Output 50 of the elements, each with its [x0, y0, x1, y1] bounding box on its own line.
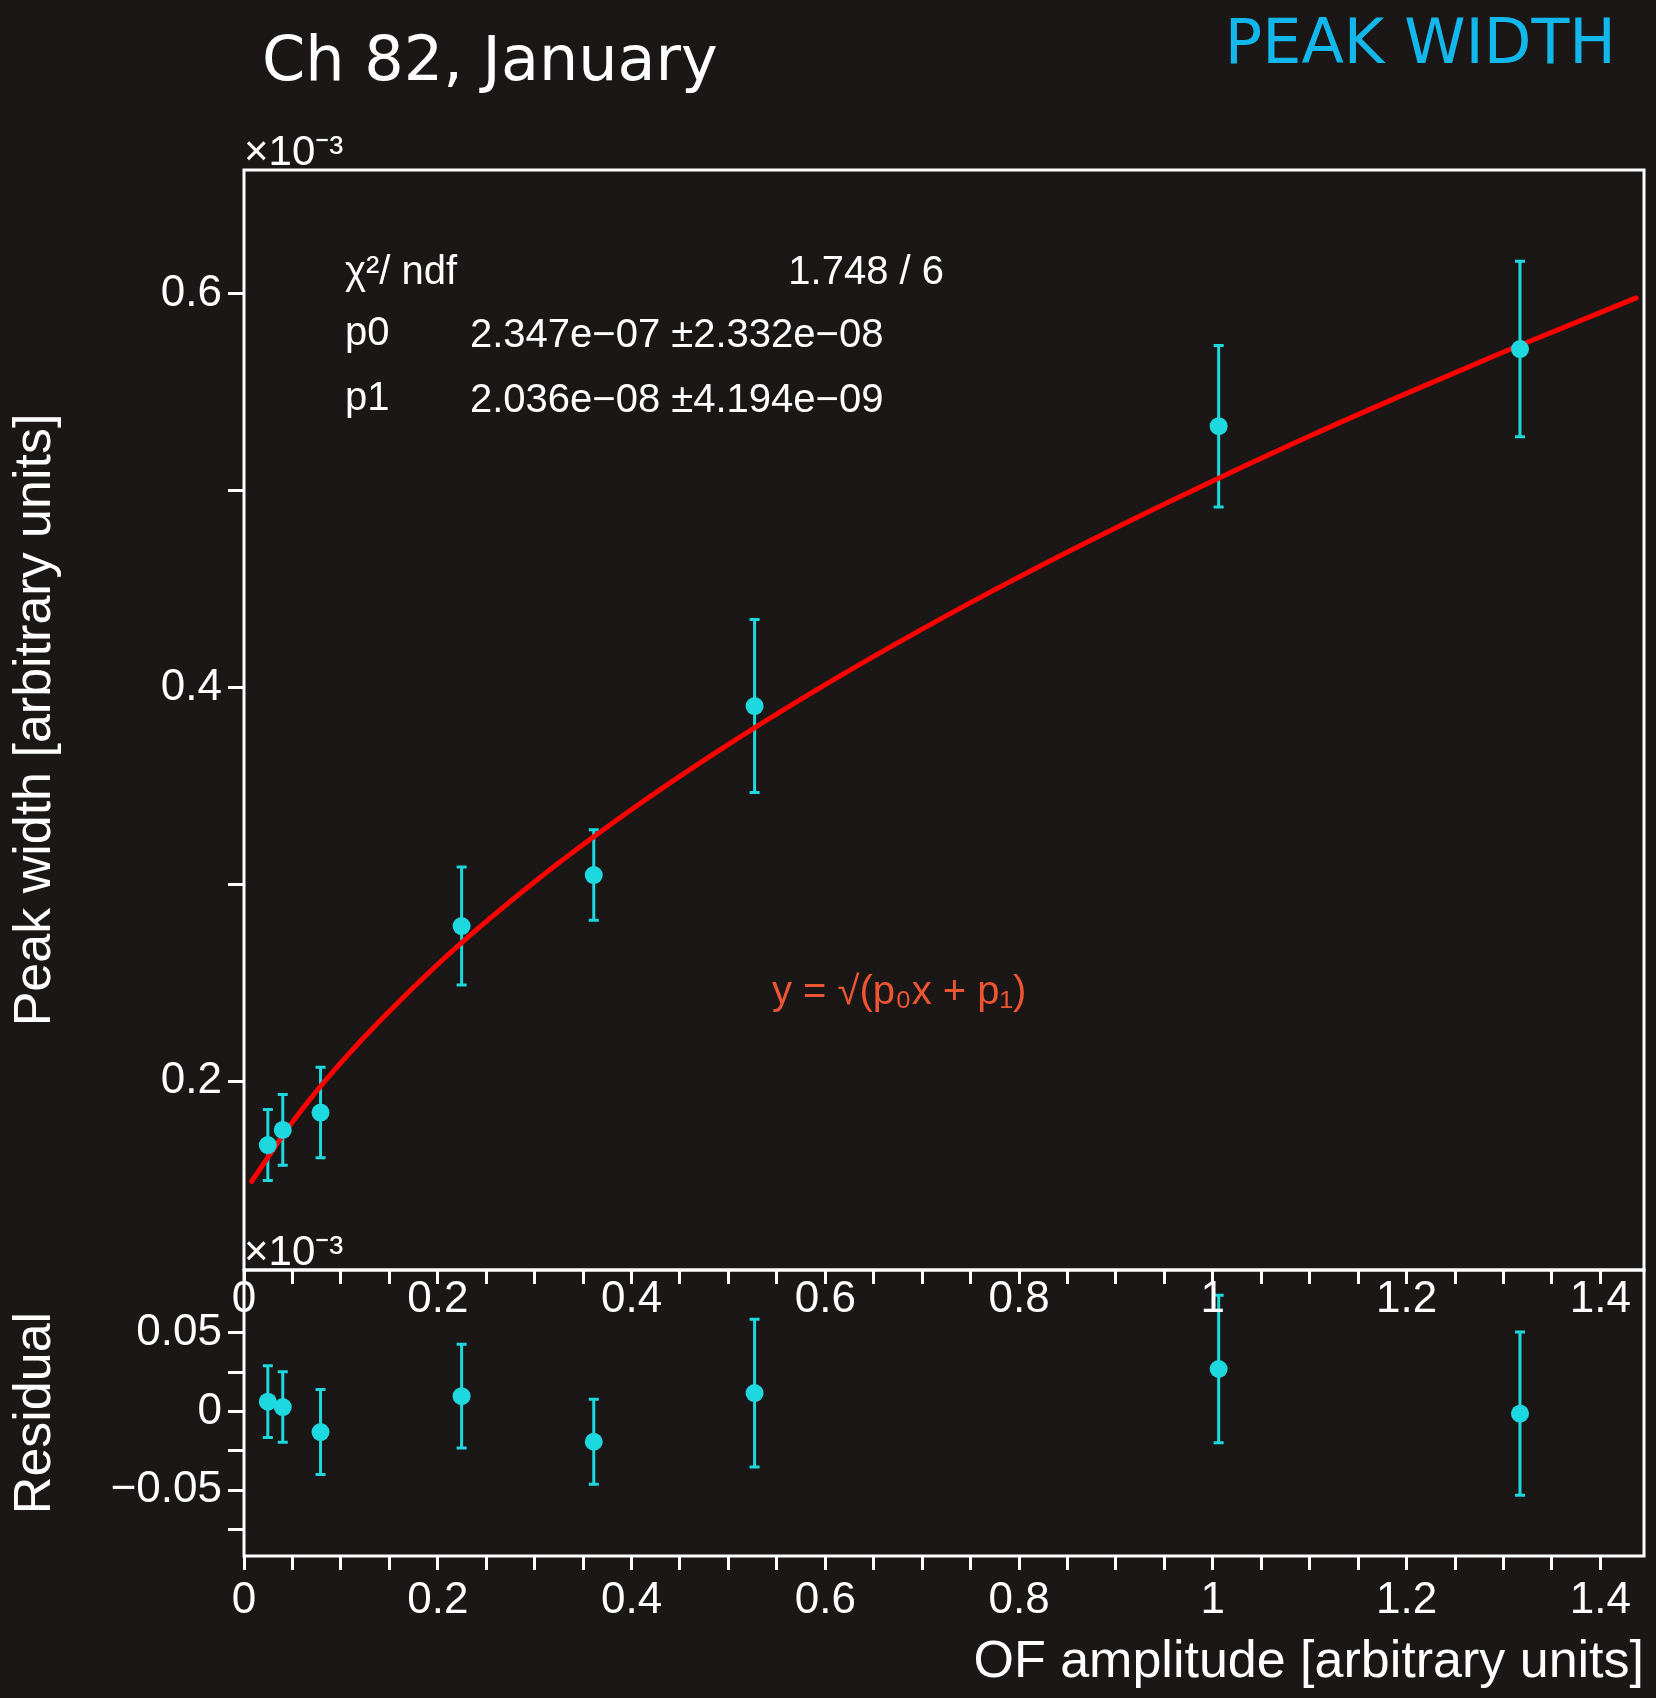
annotation: ×10⁻³: [244, 1227, 344, 1274]
x-tick-label: 0.4: [600, 1272, 663, 1322]
annotation: 1.748 / 6: [788, 248, 944, 292]
point: [1510, 340, 1529, 359]
annotation: 2.036e−08 ±4.194e−09: [470, 376, 884, 420]
point: [273, 1398, 292, 1417]
point: [584, 1432, 603, 1451]
point: [311, 1423, 330, 1442]
x-tick-label: 0.2: [407, 1272, 469, 1322]
point: [1209, 1360, 1228, 1378]
y-tick-label: 0.2: [160, 1053, 222, 1103]
x2-tick-label: 0.4: [600, 1572, 663, 1622]
point: [745, 697, 764, 716]
y-tick-label: 0.05: [136, 1305, 222, 1354]
x-tick-label: 1.4: [1569, 1272, 1631, 1322]
point: [1510, 1404, 1529, 1423]
x2-tick-label: 0.2: [407, 1572, 469, 1622]
y-tick-label: 0.6: [160, 266, 222, 316]
point: [584, 866, 603, 885]
chart-title: Ch 82, January: [262, 22, 718, 95]
x2-tick-label: 0.8: [988, 1572, 1050, 1622]
point: [1209, 417, 1228, 436]
point: [273, 1120, 292, 1139]
annotation: χ²/ ndf: [345, 248, 459, 292]
x2-tick-label: 0.6: [794, 1572, 856, 1622]
x2-tick-label: 1: [1200, 1572, 1226, 1622]
point: [258, 1136, 277, 1155]
y-axis-title: Residual: [2, 1311, 61, 1515]
point: [745, 1384, 764, 1403]
x2-tick-label: 1.2: [1376, 1572, 1438, 1622]
annotation: p1: [345, 374, 390, 418]
annotation: y = √(p₀x + p₁): [772, 968, 1027, 1012]
x2-tick-label: 1.4: [1569, 1572, 1631, 1622]
x-tick-label: 0.8: [988, 1272, 1050, 1322]
annotation: ×10⁻³: [244, 127, 344, 174]
x-tick-label: 1.2: [1376, 1272, 1438, 1322]
point: [258, 1392, 277, 1411]
x2-tick-label: 0: [231, 1572, 257, 1622]
point: [452, 917, 471, 936]
point: [452, 1387, 471, 1406]
y-tick-label: 0.4: [160, 659, 222, 709]
y-tick-label: −0.05: [110, 1462, 222, 1512]
annotation: 2.347e−07 ±2.332e−08: [470, 311, 884, 355]
annotation: p0: [345, 309, 390, 353]
x-axis-title: OF amplitude [arbitrary units]: [973, 1630, 1644, 1689]
y-tick-label: 0: [197, 1383, 222, 1433]
x-tick-label: 0.6: [794, 1272, 856, 1322]
point: [311, 1103, 330, 1122]
chart-subtitle: PEAK WIDTH: [1224, 5, 1616, 78]
y-axis-title: Peak width [arbitrary units]: [2, 413, 61, 1027]
